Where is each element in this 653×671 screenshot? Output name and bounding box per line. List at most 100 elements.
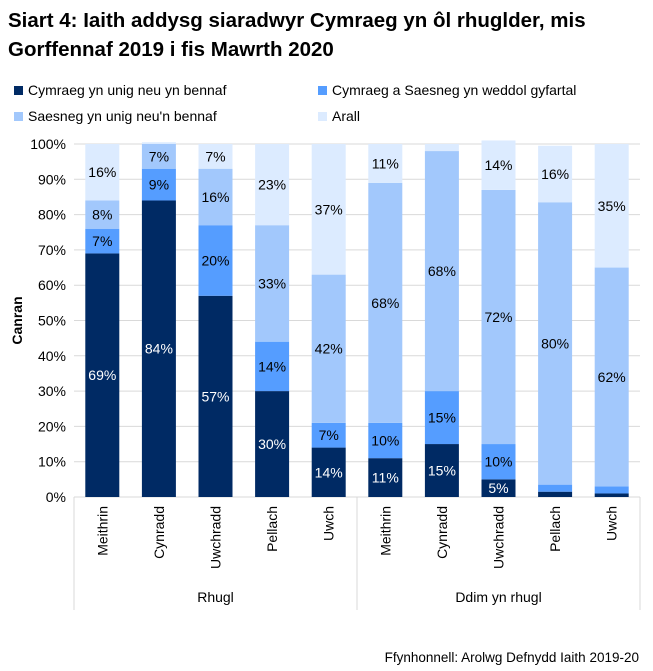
bar-segment [538, 202, 573, 485]
data-label: 5% [488, 480, 508, 496]
bar-segment [85, 200, 120, 229]
bar-segment [424, 444, 459, 497]
y-tick-label: 100% [30, 136, 66, 152]
bar-segment [141, 200, 176, 498]
bar-segment [594, 486, 629, 494]
y-tick-label: 20% [38, 418, 66, 434]
data-label: 68% [371, 295, 399, 311]
legend-swatch [318, 111, 327, 121]
legend-swatch [14, 85, 23, 95]
data-label: 16% [88, 164, 116, 180]
bar-segment [141, 168, 176, 201]
data-label: 80% [541, 335, 569, 351]
bar-segment [538, 484, 573, 492]
bar-segment [424, 391, 459, 445]
y-tick-label: 50% [38, 313, 66, 329]
x-tick-label: Uwchradd [491, 506, 507, 569]
group-label: Rhugl [197, 589, 234, 605]
data-label: 11% [372, 155, 399, 171]
x-tick-label: Uwch [604, 506, 620, 541]
data-label: 7% [149, 148, 169, 164]
legend-label: Cymraeg a Saesneg yn weddol gyfartal [332, 82, 577, 98]
data-label: 84% [145, 341, 173, 357]
legend-label: Cymraeg yn unig neu yn bennaf [28, 82, 227, 98]
y-tick-label: 90% [38, 171, 66, 187]
bar-segment [368, 182, 403, 423]
data-label: 14% [258, 358, 286, 374]
data-label: 23% [258, 177, 286, 193]
data-label: 72% [484, 309, 512, 325]
x-tick-label: Meithrin [377, 506, 393, 556]
data-label: 62% [598, 369, 626, 385]
data-label: 7% [319, 427, 339, 443]
bar-segment [255, 391, 290, 497]
bar-segment [594, 144, 629, 268]
y-tick-label: 70% [38, 242, 66, 258]
bar-segment [198, 168, 233, 226]
bar-segment [481, 189, 516, 445]
x-tick-label: Uwchradd [208, 506, 224, 569]
x-tick-label: Cynradd [151, 506, 167, 559]
y-tick-label: 60% [38, 277, 66, 293]
data-label: 14% [484, 157, 512, 173]
data-label: 15% [428, 463, 456, 479]
y-tick-label: 80% [38, 207, 66, 223]
data-label: 11% [372, 470, 399, 486]
legend-item: Arall [318, 108, 360, 124]
bar-segment [198, 144, 233, 169]
bar-segment [198, 225, 233, 296]
bar-segment [311, 447, 346, 497]
data-label: 69% [88, 367, 116, 383]
bar-segment [85, 253, 120, 497]
x-tick-label: Uwch [321, 506, 337, 541]
x-tick-label: Pellach [547, 506, 563, 552]
bar-segment [538, 491, 573, 497]
data-label: 8% [92, 207, 112, 223]
data-label: 14% [315, 464, 343, 480]
bar-segment [594, 493, 629, 497]
bar-segment [481, 140, 516, 190]
bar-segment [141, 142, 176, 144]
x-tick-label: Cynradd [434, 506, 450, 559]
bar-segment [198, 295, 233, 497]
legend-swatch [318, 85, 327, 95]
y-axis-title: Canran [9, 296, 25, 344]
y-tick-label: 0% [46, 489, 66, 505]
bar-segment [255, 341, 290, 392]
data-label: 10% [371, 433, 399, 449]
data-label: 30% [258, 436, 286, 452]
data-label: 20% [201, 252, 229, 268]
data-label: 57% [201, 388, 229, 404]
chart-title: Siart 4: Iaith addysg siaradwyr Cymraeg … [8, 9, 586, 61]
source-note: Ffynhonnell: Arolwg Defnydd Iaith 2019-2… [384, 650, 639, 665]
data-label: 37% [315, 201, 343, 217]
data-label: 33% [258, 275, 286, 291]
group-label: Ddim yn rhugl [455, 589, 541, 605]
x-tick-label: Meithrin [94, 506, 110, 556]
data-label: 10% [484, 454, 512, 470]
y-tick-label: 10% [38, 454, 66, 470]
bar-segment [481, 444, 516, 480]
legend-item: Cymraeg a Saesneg yn weddol gyfartal [318, 82, 576, 98]
data-label: 16% [201, 189, 229, 205]
bar-segment [424, 144, 459, 152]
data-label: 9% [149, 177, 169, 193]
bar-segment [85, 144, 120, 201]
data-label: 35% [598, 198, 626, 214]
data-label: 16% [541, 166, 569, 182]
legend-item: Cymraeg yn unig neu yn bennaf [14, 82, 226, 98]
bar-segment [255, 144, 290, 226]
bar-segment [255, 225, 290, 342]
legend-label: Saesneg yn unig neu'n bennaf [28, 108, 217, 124]
legend-label: Arall [332, 108, 361, 124]
bar-segment [311, 144, 346, 275]
bar-segment [368, 422, 403, 459]
y-tick-label: 40% [38, 348, 66, 364]
data-label: 7% [92, 233, 112, 249]
bar-segment [311, 274, 346, 423]
bar-segment [311, 422, 346, 448]
data-label: 68% [428, 263, 456, 279]
bar-segment [141, 144, 176, 169]
